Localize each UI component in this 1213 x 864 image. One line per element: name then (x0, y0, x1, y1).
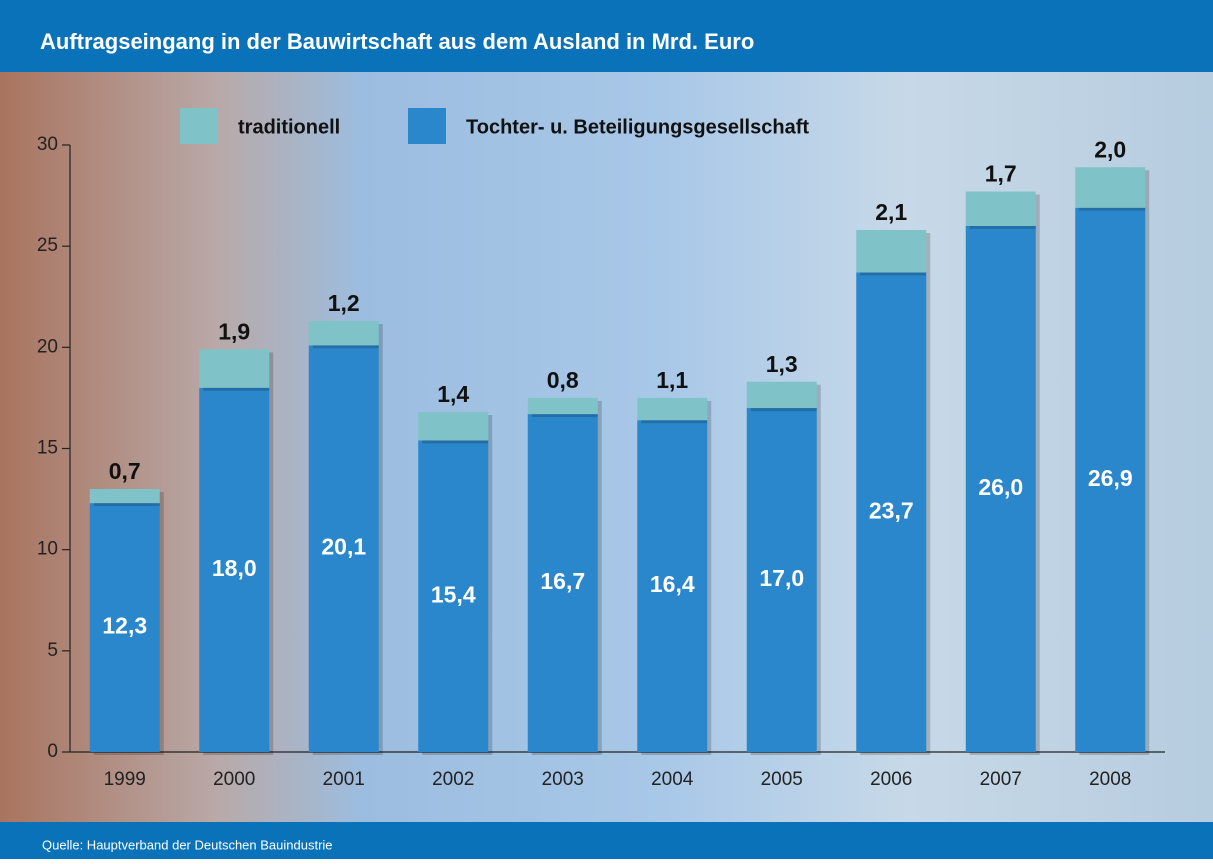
y-tick-label: 15 (37, 438, 58, 459)
x-tick-label: 2003 (542, 769, 584, 790)
x-tick-label: 2004 (651, 769, 694, 790)
value-label: 2,1 (875, 199, 907, 225)
bar-segment (89, 503, 160, 752)
y-tick-label: 0 (47, 741, 58, 762)
value-label: 1,1 (656, 367, 688, 393)
x-tick-label: 2000 (213, 769, 255, 790)
bar-segment (527, 414, 598, 752)
value-label: 16,7 (540, 568, 585, 594)
x-tick-label: 2001 (323, 769, 365, 790)
bar-segment (308, 321, 379, 346)
legend-swatch (408, 108, 446, 144)
value-label: 0,7 (109, 458, 141, 484)
y-tick-label: 30 (37, 134, 58, 155)
bar-segment (199, 349, 270, 388)
value-label: 1,3 (766, 351, 798, 377)
x-tick-label: 1999 (104, 769, 146, 790)
source: Quelle: Hauptverband der Deutschen Bauin… (42, 837, 333, 852)
x-tick-label: 2008 (1089, 769, 1131, 790)
bar-segment (637, 397, 708, 421)
x-tick-label: 2005 (761, 769, 803, 790)
bar-segment (308, 345, 379, 752)
value-label: 15,4 (431, 581, 476, 607)
legend-label: traditionell (238, 116, 340, 138)
x-tick-label: 2002 (432, 769, 474, 790)
value-label: 18,0 (212, 555, 257, 581)
y-tick-label: 25 (37, 235, 58, 256)
footer-bar (0, 822, 1213, 859)
y-tick-label: 5 (47, 640, 58, 661)
x-tick-label: 2007 (980, 769, 1022, 790)
bar-segment (856, 272, 927, 752)
bar-segment (856, 229, 927, 273)
value-label: 0,8 (547, 367, 579, 393)
y-tick-label: 10 (37, 539, 58, 560)
bar-segment (527, 397, 598, 415)
value-label: 1,9 (218, 318, 250, 344)
value-label: 1,7 (985, 161, 1017, 187)
bar-segment (89, 488, 160, 504)
bar-segment (199, 387, 270, 752)
bar-segment (965, 191, 1036, 226)
bar-segment (637, 420, 708, 752)
bar-segment (965, 225, 1036, 752)
bar-segment (418, 412, 489, 441)
value-label: 17,0 (759, 565, 804, 591)
value-label: 12,3 (102, 613, 147, 639)
bar-segment (1075, 167, 1146, 208)
bar-segment (746, 408, 817, 752)
legend-swatch (180, 108, 218, 144)
header-bar (0, 0, 1213, 72)
value-label: 20,1 (321, 534, 366, 560)
value-label: 26,9 (1088, 465, 1133, 491)
y-tick-label: 20 (37, 336, 58, 357)
value-label: 1,2 (328, 290, 360, 316)
chart-title: Auftragseingang in der Bauwirtschaft aus… (40, 29, 754, 54)
value-label: 23,7 (869, 497, 914, 523)
bar-segment (418, 440, 489, 752)
legend-label: Tochter- u. Beteiligungsgesellschaft (466, 116, 809, 138)
bar-segment (746, 381, 817, 409)
value-label: 26,0 (978, 474, 1023, 500)
value-label: 1,4 (437, 381, 469, 407)
value-label: 2,0 (1094, 136, 1126, 162)
bar-segment (1075, 207, 1146, 752)
x-tick-label: 2006 (870, 769, 912, 790)
value-label: 16,4 (650, 571, 695, 597)
